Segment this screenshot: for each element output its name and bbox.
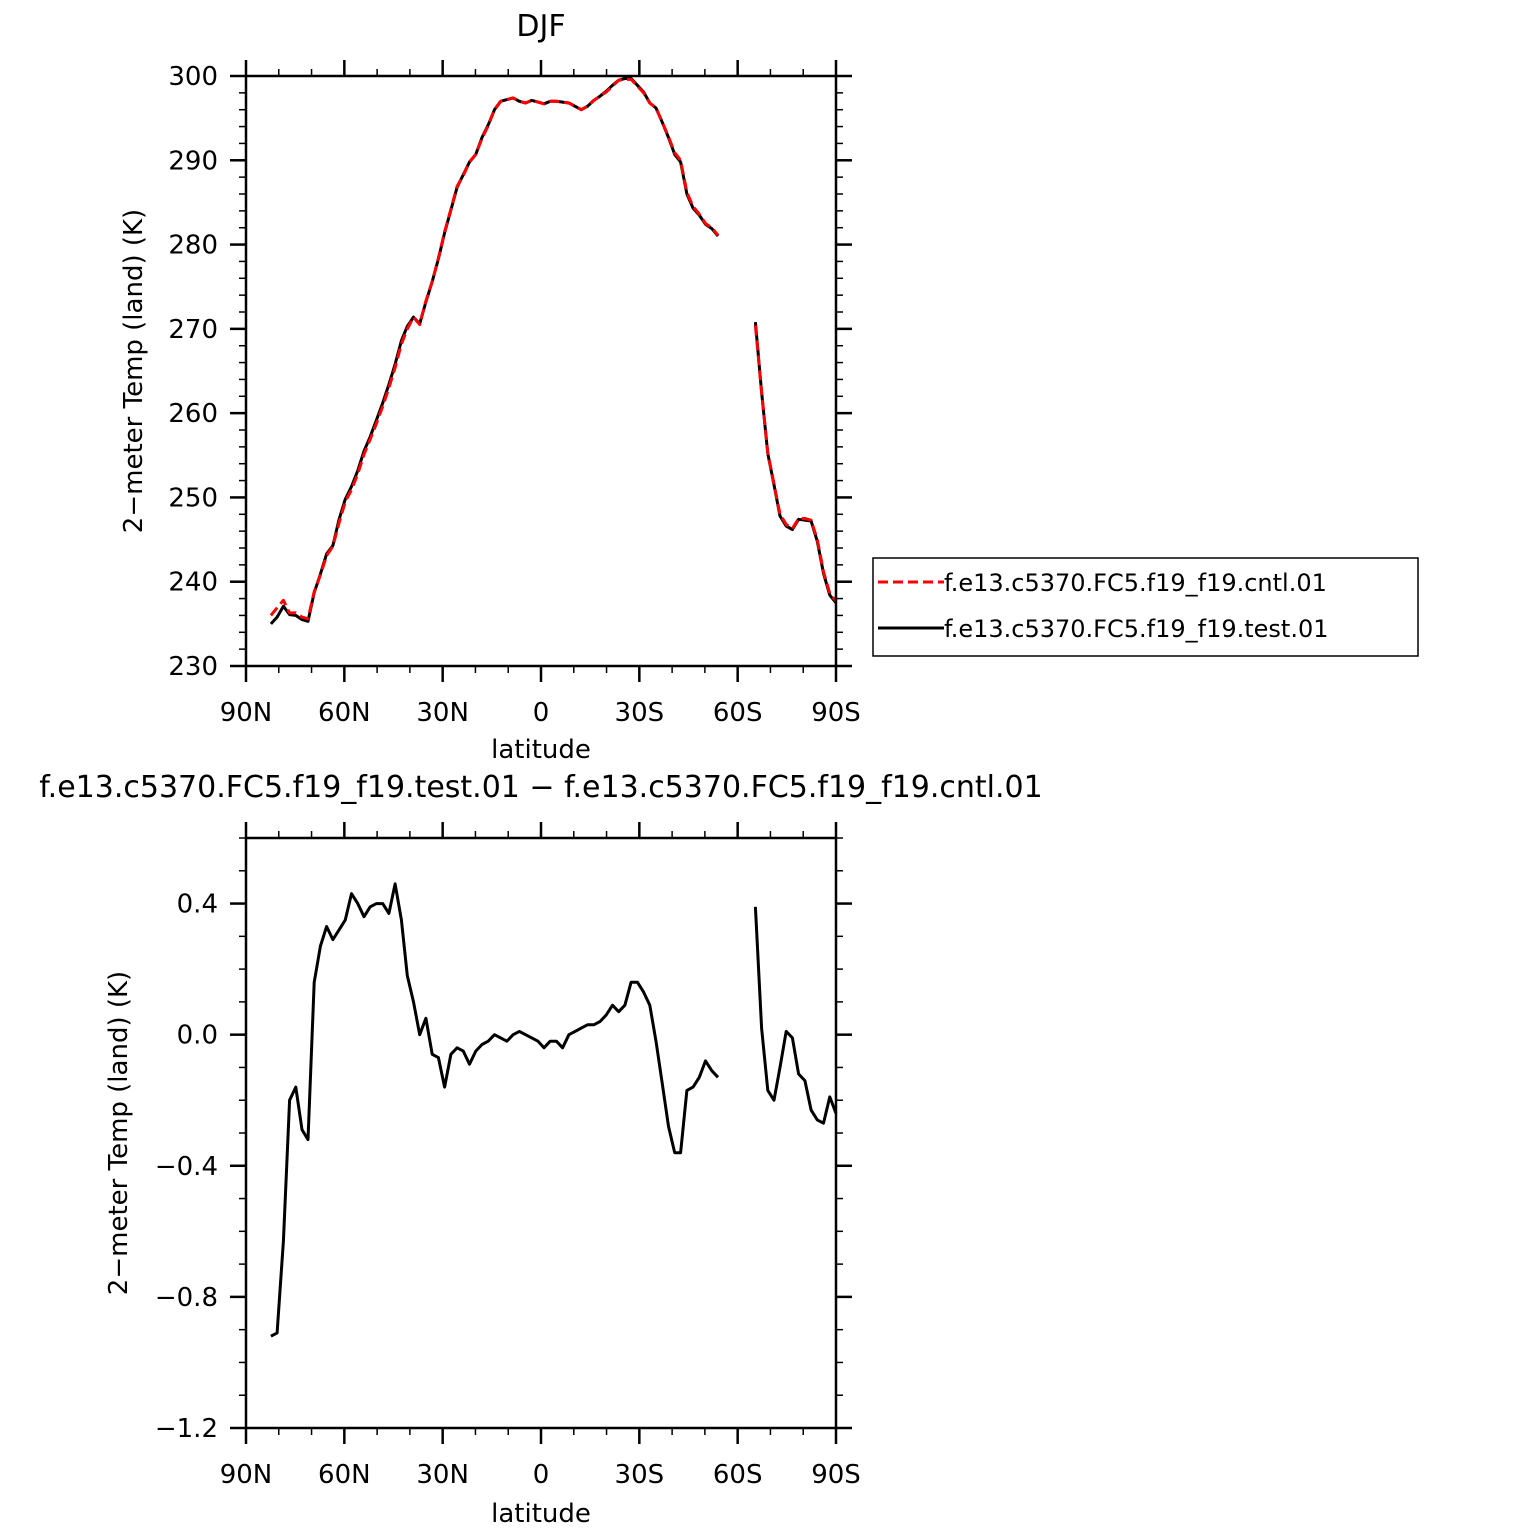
top-major-ticks [230, 60, 852, 682]
y-tick-label: 0.0 [177, 1021, 218, 1051]
bottom-series-lines [270, 882, 838, 1338]
bottom-y-axis-title: 2−meter Temp (land) (K) [104, 971, 134, 1295]
x-tick-label: 60S [713, 1460, 763, 1490]
top-plot-frame [244, 74, 838, 668]
bottom-x-axis-title: latitude [491, 1499, 591, 1529]
series-line-difference-segment-1 [753, 906, 838, 1125]
top-x-axis-title: latitude [491, 735, 591, 765]
top-panel: DJF 230 240 250 260 270 280 290 300 90N 60N 30N 0 3… [119, 9, 861, 765]
legend-box [872, 557, 1419, 657]
y-tick-label: 260 [168, 399, 218, 429]
y-tick-label: 300 [168, 62, 218, 92]
top-series-lines [269, 77, 838, 625]
x-tick-label: 60N [318, 698, 371, 728]
x-tick-label: 90S [811, 698, 861, 728]
series-line-cntl-segment-0 [269, 77, 720, 621]
series-line-difference-segment-0 [270, 882, 720, 1338]
bottom-y-tick-labels: −1.2 −0.8 −0.4 0.0 0.4 [155, 890, 218, 1444]
top-x-tick-labels: 90N 60N 30N 0 30S 60S 90S [220, 698, 861, 728]
x-tick-label: 90S [811, 1460, 861, 1490]
y-tick-label: 250 [168, 483, 218, 513]
x-tick-label: 90N [220, 698, 273, 728]
x-tick-label: 0 [533, 1460, 550, 1490]
bottom-major-ticks [230, 822, 852, 1444]
top-y-axis-title: 2−meter Temp (land) (K) [119, 209, 149, 533]
y-tick-label: −0.8 [155, 1283, 218, 1313]
y-tick-label: 230 [168, 652, 218, 682]
x-tick-label: 30S [615, 698, 665, 728]
legend-label-cntl: f.e13.c5370.FC5.f19_f19.cntl.01 [944, 569, 1327, 597]
legend: f.e13.c5370.FC5.f19_f19.cntl.01 f.e13.c5… [872, 557, 1419, 657]
y-tick-label: −0.4 [155, 1152, 218, 1182]
series-line-cntl-segment-1 [753, 325, 838, 603]
bottom-panel-title: f.e13.c5370.FC5.f19_f19.test.01 − f.e13.… [39, 770, 1042, 805]
y-tick-label: −1.2 [155, 1414, 218, 1444]
x-tick-label: 60S [713, 698, 763, 728]
legend-label-test: f.e13.c5370.FC5.f19_f19.test.01 [944, 615, 1329, 643]
y-tick-label: 270 [168, 315, 218, 345]
x-tick-label: 60N [318, 1460, 371, 1490]
bottom-panel: f.e13.c5370.FC5.f19_f19.test.01 − f.e13.… [39, 770, 1042, 1529]
x-tick-label: 30N [416, 1460, 469, 1490]
top-panel-title: DJF [516, 9, 565, 44]
y-tick-label: 290 [168, 146, 218, 176]
y-tick-label: 240 [168, 568, 218, 598]
x-tick-label: 30S [615, 1460, 665, 1490]
x-tick-label: 90N [220, 1460, 273, 1490]
y-tick-label: 0.4 [177, 890, 218, 920]
x-tick-label: 30N [416, 698, 469, 728]
top-y-tick-labels: 230 240 250 260 270 280 290 300 [168, 62, 218, 682]
x-tick-label: 0 [533, 698, 550, 728]
bottom-plot-frame [244, 836, 838, 1430]
bottom-x-tick-labels: 90N 60N 30N 0 30S 60S 90S [220, 1460, 861, 1490]
y-tick-label: 280 [168, 231, 218, 261]
